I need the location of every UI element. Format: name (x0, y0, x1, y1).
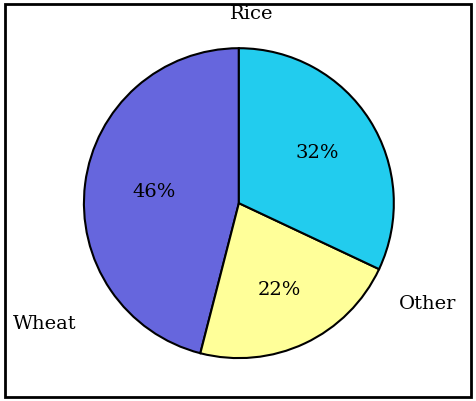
Wedge shape (84, 48, 239, 353)
Wedge shape (200, 203, 379, 358)
Text: Wheat: Wheat (13, 315, 77, 333)
Text: 22%: 22% (258, 281, 301, 299)
Text: Rice: Rice (229, 5, 273, 23)
Text: 46%: 46% (133, 184, 176, 201)
Wedge shape (239, 48, 394, 269)
Text: 32%: 32% (296, 144, 339, 162)
Text: Other: Other (399, 295, 456, 313)
